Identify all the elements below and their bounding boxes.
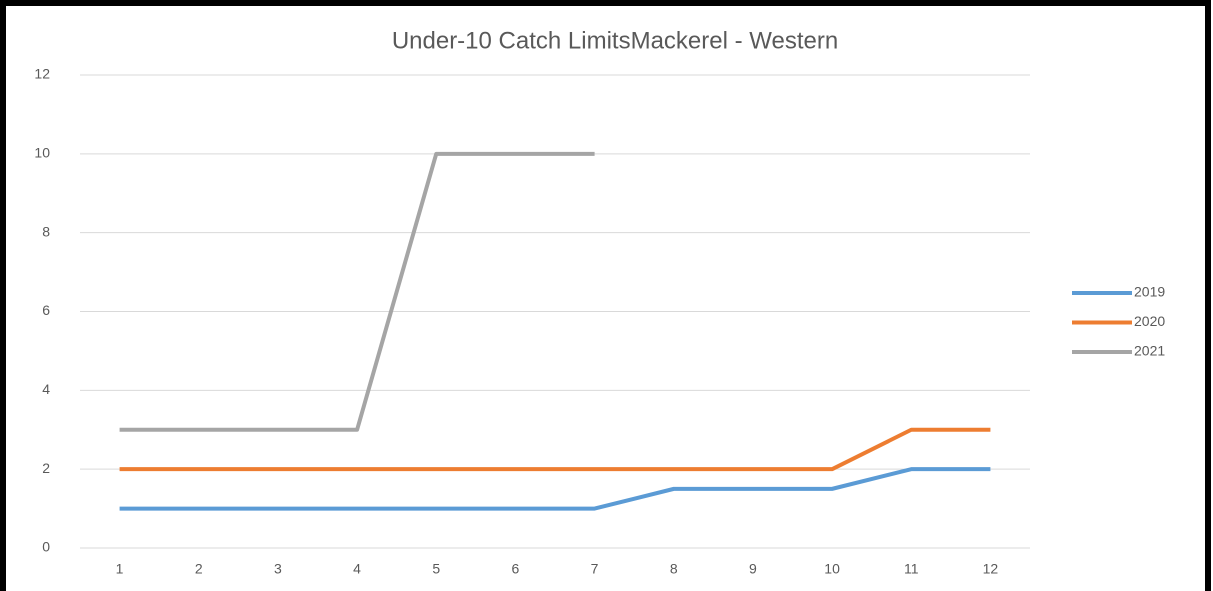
y-tick-label: 10 [34, 145, 50, 161]
y-tick-label: 12 [34, 66, 50, 82]
x-tick-label: 10 [824, 561, 840, 577]
series-line [119, 151, 595, 432]
y-tick-label: 4 [42, 381, 50, 397]
series-line [119, 427, 991, 472]
x-tick-label: 12 [983, 561, 999, 577]
x-tick-label: 11 [904, 561, 919, 577]
y-tick-label: 0 [42, 539, 50, 555]
legend-label: 2021 [1134, 343, 1165, 359]
chart-title: Under-10 Catch LimitsMackerel - Western [392, 27, 838, 54]
x-tick-label: 5 [432, 561, 440, 577]
x-tick-label: 6 [512, 561, 520, 577]
y-tick-label: 8 [42, 223, 50, 239]
x-tick-label: 1 [116, 561, 124, 577]
x-tick-label: 4 [353, 561, 361, 577]
x-tick-label: 2 [195, 561, 203, 577]
x-tick-label: 7 [591, 561, 599, 577]
x-tick-label: 8 [670, 561, 678, 577]
x-tick-label: 9 [749, 561, 757, 577]
x-tick-label: 3 [274, 561, 282, 577]
y-tick-label: 2 [42, 460, 50, 476]
y-tick-label: 6 [42, 302, 50, 318]
series-line [119, 467, 991, 511]
legend-label: 2020 [1134, 313, 1165, 329]
legend-label: 2019 [1134, 284, 1165, 300]
